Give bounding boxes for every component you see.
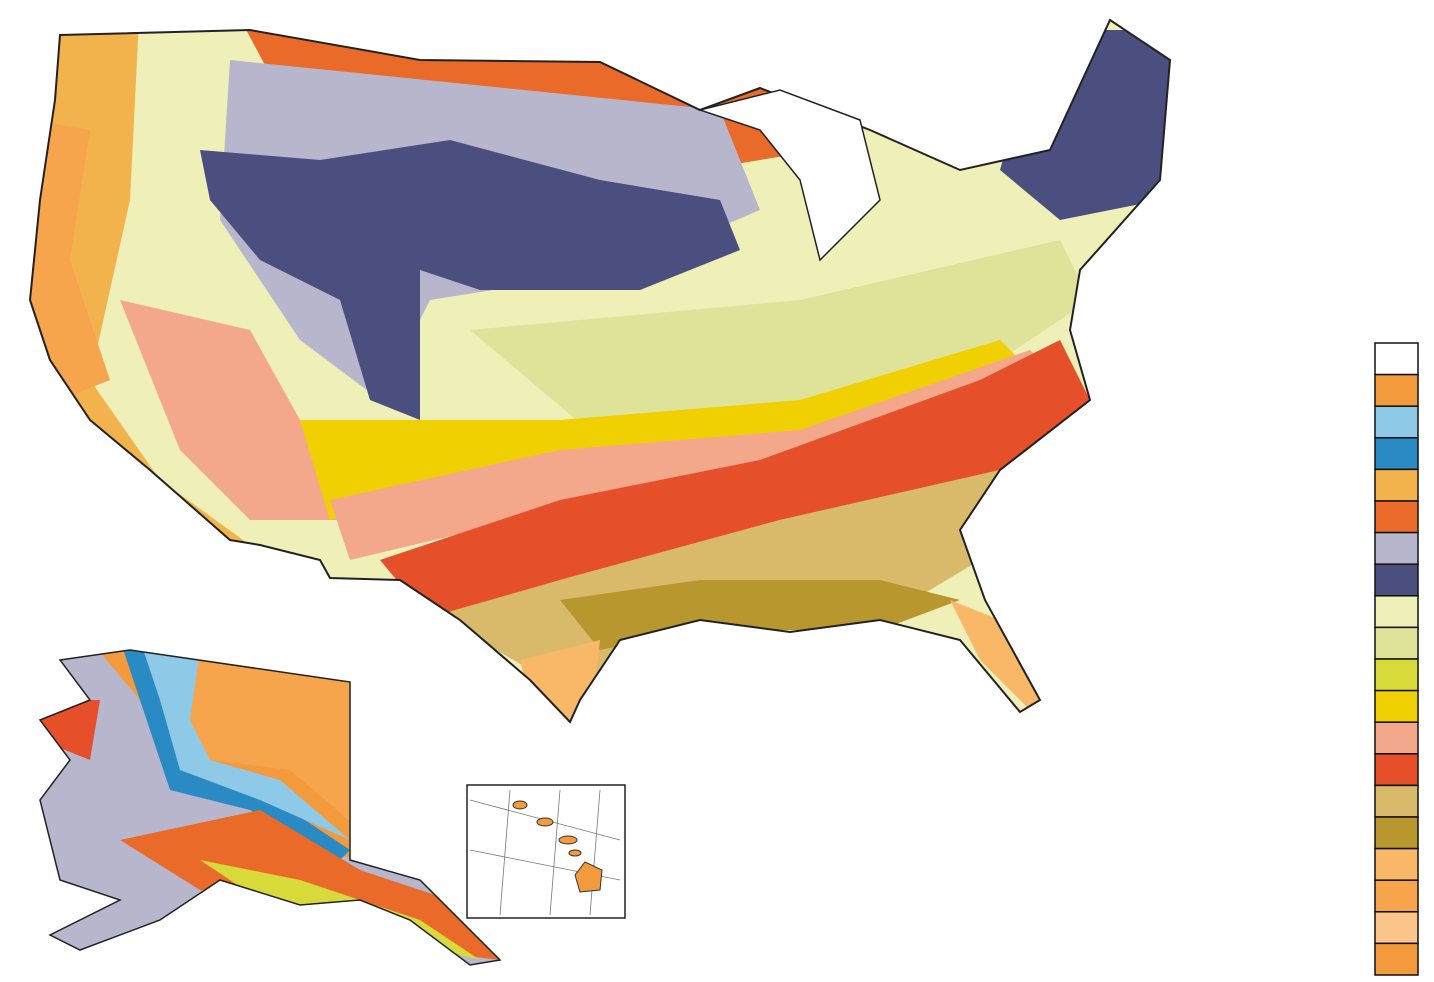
zone-fill — [120, 300, 340, 520]
great-lakes — [697, 89, 881, 262]
island — [512, 800, 528, 810]
legend-swatch — [1374, 911, 1419, 945]
legend-swatch — [1374, 437, 1419, 471]
legend-swatch — [1374, 626, 1419, 660]
legend-swatch — [1374, 563, 1419, 597]
zone-fill — [190, 650, 360, 830]
legend-swatch — [1374, 531, 1419, 565]
alaska-outline — [38, 649, 502, 966]
island — [536, 817, 554, 827]
legend — [1374, 342, 1419, 976]
zone-fill — [40, 700, 100, 760]
contiguous-us-map — [30, 20, 1170, 722]
alaska-map — [40, 650, 500, 965]
legend-swatch — [1374, 500, 1419, 534]
island — [568, 849, 582, 857]
legend-swatch — [1374, 468, 1419, 502]
legend-swatch — [1374, 942, 1419, 976]
legend-swatch — [1374, 405, 1419, 439]
legend-swatch — [1374, 847, 1419, 881]
zone-fill — [380, 340, 1090, 620]
hawaii-inset — [466, 784, 626, 919]
island — [558, 835, 578, 845]
legend-swatch — [1374, 784, 1419, 818]
inset-frame — [466, 784, 626, 919]
legend-swatch — [1374, 658, 1419, 692]
zone-fill — [470, 240, 1090, 440]
legend-swatch — [1374, 689, 1419, 723]
legend-swatch — [1374, 721, 1419, 755]
zone-fill — [1000, 30, 1170, 220]
zone-fill — [200, 140, 740, 420]
legend-swatch — [1374, 753, 1419, 787]
legend-swatch — [1374, 595, 1419, 629]
legend-swatch — [1374, 373, 1419, 407]
legend-swatch — [1374, 816, 1419, 850]
zone-fill — [330, 350, 1060, 560]
island — [574, 861, 603, 893]
us-outline — [28, 18, 1172, 724]
legend-swatch — [1374, 879, 1419, 913]
legend-swatch — [1374, 342, 1419, 376]
